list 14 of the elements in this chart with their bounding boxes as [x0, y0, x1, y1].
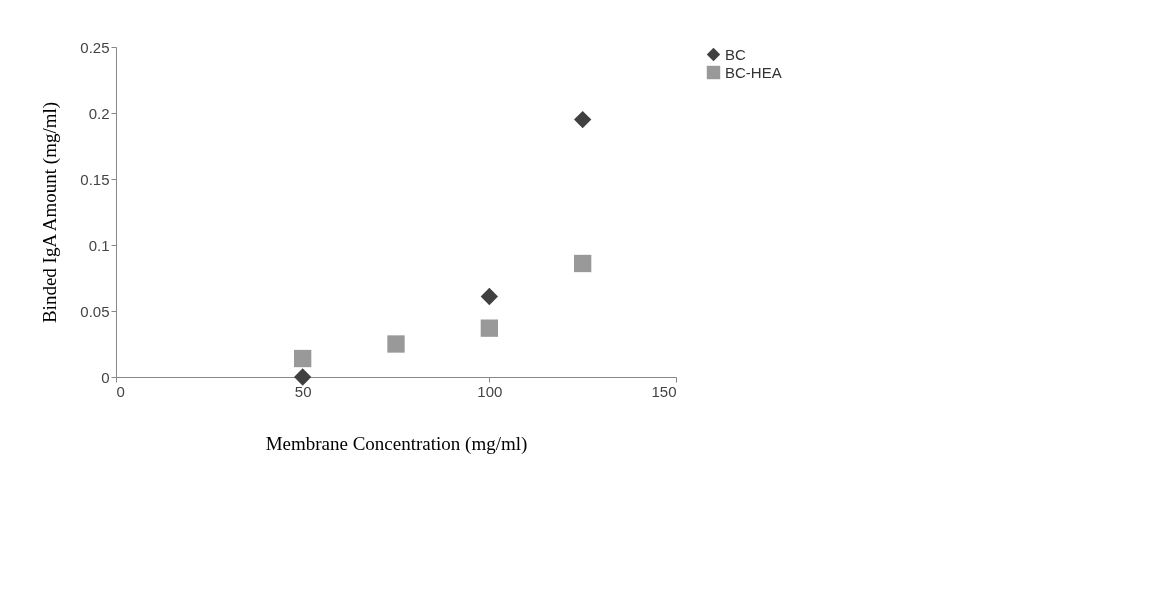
legend-label: BC-HEA	[725, 63, 782, 81]
y-tick-label: 0.15	[80, 170, 110, 188]
x-tick-label: 150	[651, 382, 677, 400]
y-tick-label: 0.1	[88, 236, 110, 254]
y-tick-label: 0	[101, 368, 110, 386]
y-axis-title: Binded IgA Amount (mg/ml)	[39, 101, 62, 324]
x-axis-title: Membrane Concentration (mg/ml)	[265, 432, 528, 455]
x-tick-label: 100	[477, 382, 503, 400]
y-tick-label: 0.2	[88, 104, 110, 122]
legend-label: BC	[725, 45, 746, 63]
x-tick-label: 0	[116, 382, 125, 400]
y-tick-label: 0.05	[80, 302, 110, 320]
y-tick-label: 0.25	[80, 38, 110, 56]
x-tick-label: 50	[294, 382, 312, 400]
